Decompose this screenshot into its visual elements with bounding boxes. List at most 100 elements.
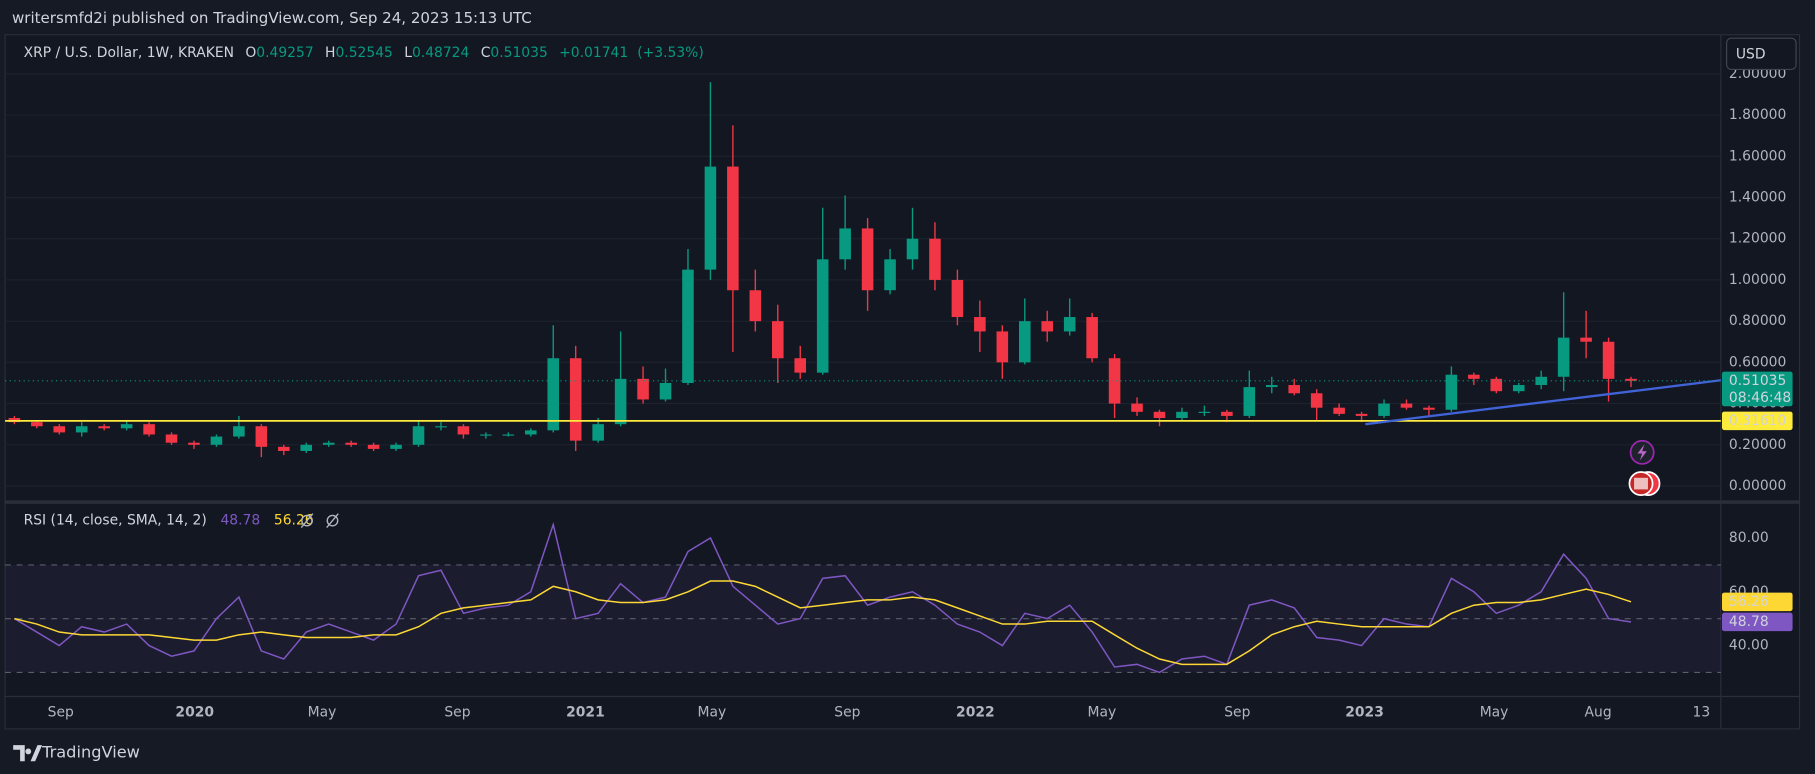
candle-body [120,424,133,429]
indicator-line [13,521,1632,674]
candle-body [143,424,155,435]
indicator-value-box [1721,592,1793,612]
x-tick-label: May [1480,705,1509,721]
candle-body [345,442,357,445]
legend-label: O [245,45,256,61]
candle-body [188,442,200,445]
grid [5,73,1721,673]
y-tick-label: 40.00 [1729,638,1769,654]
x-tick-label: May [698,705,727,721]
y-tick-label: 1.00000 [1729,272,1786,288]
candle-body [1108,358,1121,404]
candle-body [637,378,649,400]
legend-value: 0.51035 [490,45,547,61]
candle-body [412,426,425,445]
candle-body [1243,387,1256,416]
candle-body [884,259,896,291]
legend-change-pct: (+3.53%) [637,45,704,61]
logo [13,745,43,762]
candle-body [1468,374,1480,379]
rsi-legend: RSI (14, close, SMA, 14, 2) 48.78 56.26 [24,513,314,529]
candle-body [1265,385,1278,388]
x-tick-label: Sep [834,705,860,721]
candle-body [1490,378,1503,392]
button-label[interactable]: USD [1736,46,1766,62]
candle-body [682,269,694,383]
candle-body [749,290,762,322]
last-price: 0.51035 [1729,373,1786,389]
candle-body [1288,385,1301,394]
candle-body [480,434,492,436]
button-frame[interactable] [1726,37,1797,70]
icon [326,514,339,527]
candle-body [974,317,986,332]
x-tick-label: May [308,705,337,721]
y-tick-label: 80.00 [1729,530,1769,546]
x-tick-label: 2023 [1345,705,1384,721]
legend-value: 0.49257 [256,45,313,61]
hline-label-box [1721,411,1793,431]
y-tick-label: 1.60000 [1729,148,1786,164]
candle-body [704,166,717,270]
candle-body [839,228,851,260]
y-tick-label: 1.40000 [1729,190,1786,206]
x-tick-label: May [1088,705,1117,721]
symbol: XRP / U.S. Dollar, 1W, KRAKEN [24,45,234,61]
candle-body [1625,378,1637,381]
candle-body [1512,385,1525,392]
candle-body [1086,317,1098,359]
y-tick-label: 0.00000 [1729,478,1786,494]
y-tick-label: 1.80000 [1729,107,1786,123]
candle-body [569,358,582,441]
candle-body [1445,374,1458,410]
candle-body [1198,411,1211,413]
candle-body [1221,411,1233,416]
indicator-title: RSI (14, close, SMA, 14, 2) [24,513,207,529]
x-tick-label: 2022 [956,705,995,721]
candle-body [1333,407,1345,414]
candle-body [435,426,447,428]
icon [326,513,339,529]
y-tick-label: 0.20000 [1729,437,1786,453]
y-tick-label: 0.60000 [1729,354,1786,370]
candle-body [1310,393,1323,408]
candle-body [1355,413,1368,416]
candle-body [929,238,941,280]
candle-body [1153,411,1166,418]
candle-body [390,444,402,449]
last-price-extra: 08:46:48 [1729,390,1791,406]
candle-body [278,446,290,451]
candle-body [1557,337,1570,377]
brand: TradingView [41,743,140,762]
trend-line [1365,379,1721,426]
candle-body [1063,317,1076,332]
symbol-legend: XRP / U.S. Dollar, 1W, KRAKEN O0.49257 H… [24,45,704,61]
candle-body [300,444,313,451]
candle-body [75,426,88,433]
candle-body [1041,321,1054,332]
candle-body [1018,321,1031,363]
indicator-icons [300,513,339,529]
candle-body [1423,407,1435,410]
candle-body [53,426,66,433]
flag [1634,477,1648,490]
legend-label: L [404,45,412,61]
x-tick-label: 2020 [175,705,214,721]
candle-body [322,442,335,445]
candle-body [1602,341,1615,379]
indicator-value-box [1721,612,1793,632]
currency-button[interactable]: USD [1726,37,1797,70]
icon [301,514,313,527]
candle-body [1176,411,1188,418]
candle-body [1131,403,1143,412]
badges [1628,439,1661,497]
candle-body [31,422,43,427]
indicator-value: 56.26 [1729,594,1769,610]
candle-body [367,444,380,449]
x-tick-label: 13 [1693,705,1711,721]
icon [300,513,314,529]
candle-body [457,426,470,435]
candle-body [547,358,560,431]
